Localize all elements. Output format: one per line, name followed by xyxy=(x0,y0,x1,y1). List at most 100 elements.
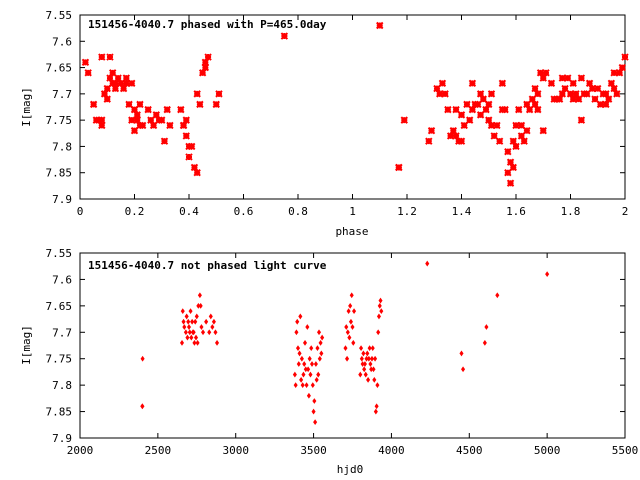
phased-y-tick-label: 7.6 xyxy=(52,35,72,48)
phased-data-point xyxy=(196,100,204,109)
phased-data-point xyxy=(493,121,501,130)
unphased-data-point xyxy=(315,345,320,352)
phased-data-point xyxy=(509,137,517,145)
unphased-data-point xyxy=(376,329,381,336)
unphased-x-tick-label: 5000 xyxy=(534,444,561,457)
unphased-data-point xyxy=(189,334,194,341)
phased-data-point xyxy=(133,116,141,124)
unphased-data-point xyxy=(190,318,195,325)
phased-data-point xyxy=(449,126,458,135)
unphased-data-point xyxy=(298,313,303,320)
phased-data-point xyxy=(130,105,139,114)
phased-data-point xyxy=(179,121,188,130)
phased-data-point xyxy=(485,100,493,109)
unphased-data-point xyxy=(192,339,197,346)
phased-data-point xyxy=(128,79,136,88)
phased-data-point xyxy=(577,116,586,124)
unphased-data-point xyxy=(376,313,381,320)
phased-data-point xyxy=(558,90,567,98)
phased-data-point xyxy=(84,69,92,77)
unphased-data-point xyxy=(208,313,213,320)
phased-data-point xyxy=(539,74,547,82)
unphased-x-axis-label: hjd0 xyxy=(337,463,364,476)
phased-data-point xyxy=(435,90,444,98)
phased-data-point xyxy=(81,58,90,67)
phased-data-point xyxy=(602,90,610,98)
phased-data-points xyxy=(81,21,629,187)
phased-data-point xyxy=(98,53,106,61)
unphased-data-point xyxy=(316,329,322,336)
unphased-data-point xyxy=(313,361,318,367)
phased-data-point xyxy=(517,132,526,140)
phased-data-point xyxy=(528,95,537,103)
phased-data-point xyxy=(433,84,441,93)
unphased-data-point xyxy=(301,371,306,378)
phased-data-point xyxy=(534,90,542,98)
unphased-data-point xyxy=(207,329,212,336)
unphased-data-point xyxy=(343,345,348,352)
phased-data-point xyxy=(482,105,490,114)
phased-data-point xyxy=(525,105,534,114)
unphased-data-point xyxy=(358,371,363,378)
unphased-data-point xyxy=(425,260,430,267)
unphased-x-tick-label: 4500 xyxy=(456,444,483,457)
unphased-light-curve-panel: 151456-4040.7 not phased light curve hjd… xyxy=(20,247,638,476)
unphased-x-tick-label: 2000 xyxy=(67,444,94,457)
unphased-data-point xyxy=(370,345,375,352)
unphased-x-tick-label: 5500 xyxy=(612,444,639,457)
unphased-data-point xyxy=(195,339,200,346)
phased-data-point xyxy=(427,126,436,135)
unphased-data-point xyxy=(371,366,376,373)
unphased-y-tick-label: 7.8 xyxy=(52,379,72,392)
phased-data-point xyxy=(182,116,190,124)
phased-data-point xyxy=(452,105,460,114)
phased-data-point xyxy=(144,105,152,114)
phased-data-point xyxy=(594,84,602,93)
phased-data-point xyxy=(539,126,547,135)
phased-data-point xyxy=(585,79,594,88)
phased-data-point xyxy=(193,169,201,177)
unphased-data-point xyxy=(359,355,364,362)
unphased-data-point xyxy=(302,339,308,346)
unphased-data-point xyxy=(304,382,309,389)
phased-data-point xyxy=(506,179,515,187)
phased-data-point xyxy=(438,79,447,88)
unphased-data-point xyxy=(345,355,350,362)
phased-data-point xyxy=(517,121,526,130)
phased-data-point xyxy=(476,90,485,98)
unphased-data-point xyxy=(545,271,550,278)
phased-data-point xyxy=(531,100,539,109)
phased-data-point xyxy=(111,79,120,88)
phased-data-point xyxy=(138,121,147,130)
phased-x-tick-label: 2 xyxy=(622,205,629,218)
unphased-data-point xyxy=(348,318,353,325)
unphased-data-point xyxy=(297,350,302,357)
phased-data-point xyxy=(621,53,629,61)
phased-data-point xyxy=(444,105,452,114)
phased-data-point xyxy=(474,100,482,109)
phased-data-point xyxy=(569,95,577,103)
phased-data-point xyxy=(547,79,556,88)
phased-data-point xyxy=(452,132,460,140)
unphased-data-point xyxy=(215,339,220,346)
phased-data-point xyxy=(558,74,567,82)
phased-data-point xyxy=(100,90,109,98)
phased-data-point xyxy=(147,116,155,124)
unphased-plot-frame xyxy=(79,252,626,439)
phased-data-point xyxy=(98,116,106,124)
unphased-plot-title: 151456-4040.7 not phased light curve xyxy=(88,259,327,272)
unphased-y-tick-label: 7.65 xyxy=(46,300,73,313)
unphased-data-point xyxy=(193,318,198,325)
unphased-data-point xyxy=(379,308,384,315)
unphased-data-point xyxy=(361,350,366,357)
unphased-y-tick-label: 7.9 xyxy=(52,432,72,445)
unphased-data-point xyxy=(184,313,189,320)
phased-y-axis-label: I[mag] xyxy=(20,87,33,127)
unphased-axis-ticks: 2000 2500 3000 3500 4000 4500 5000 5500 7.55 7.6 7… xyxy=(46,247,639,457)
phased-data-point xyxy=(463,100,471,109)
phased-data-point xyxy=(114,74,122,82)
phased-data-point xyxy=(441,90,449,98)
unphased-data-point xyxy=(459,350,464,357)
phased-data-point xyxy=(468,105,477,114)
phased-data-point xyxy=(501,105,509,114)
